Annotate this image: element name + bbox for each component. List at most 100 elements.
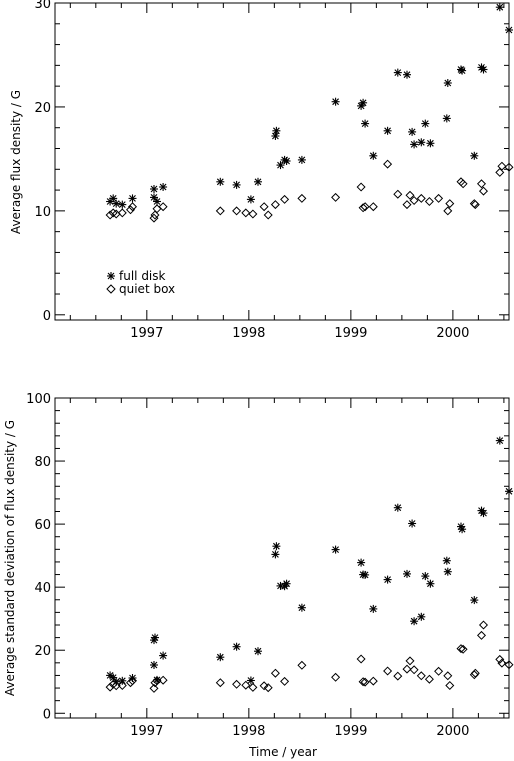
data-point-quiet-box: [356, 654, 366, 664]
x-axis-label-time: Time / year: [248, 745, 317, 759]
data-point-quiet-box: [358, 203, 368, 213]
data-point-full-disk: [479, 65, 488, 74]
data-point-quiet-box: [232, 679, 242, 689]
y-tick-label: 10: [34, 205, 51, 220]
data-point-quiet-box: [402, 664, 412, 674]
data-point-full-disk: [232, 642, 241, 651]
data-point-quiet-box: [149, 683, 159, 693]
data-point-quiet-box: [497, 658, 507, 668]
y-axis-ticks: 0 10 20 30: [34, 0, 509, 324]
series-quiet-box: [105, 620, 514, 693]
data-point-quiet-box: [495, 654, 505, 664]
data-point-quiet-box: [108, 208, 118, 218]
data-point-quiet-box: [424, 196, 434, 207]
data-point-full-disk: [505, 487, 513, 496]
legend-marker-full-disk: [107, 272, 115, 280]
data-point-full-disk: [151, 633, 159, 642]
data-point-quiet-box: [504, 660, 514, 670]
data-point-quiet-box: [368, 202, 378, 212]
data-point-quiet-box: [331, 192, 341, 202]
data-point-quiet-box: [125, 678, 136, 688]
data-point-full-disk: [297, 155, 306, 164]
data-point-full-disk: [216, 653, 225, 662]
data-point-full-disk: [458, 66, 467, 75]
series-full-disk: [106, 3, 513, 209]
data-point-full-disk: [443, 79, 452, 87]
data-point-quiet-box: [248, 682, 258, 692]
x-tick-label: 1999: [334, 326, 367, 341]
data-point-quiet-box: [117, 208, 127, 218]
data-point-full-disk: [403, 569, 411, 578]
y-tick-label: 40: [34, 581, 51, 596]
data-point-full-disk: [403, 70, 411, 79]
data-point-quiet-box: [356, 182, 366, 192]
data-point-quiet-box: [478, 620, 489, 630]
data-point-quiet-box: [495, 167, 505, 177]
data-point-quiet-box: [358, 677, 368, 687]
data-point-quiet-box: [150, 210, 160, 220]
data-point-full-disk: [331, 97, 340, 106]
y-tick-label: 60: [34, 518, 51, 533]
data-point-quiet-box: [158, 202, 168, 212]
data-point-full-disk: [393, 68, 402, 77]
flux-density-plot: 1997 1998 1999 2000 0 10 20 30 Average flux de…: [9, 0, 514, 341]
data-point-full-disk: [150, 185, 158, 193]
data-point-quiet-box: [297, 193, 307, 203]
data-point-full-disk: [426, 139, 435, 148]
y-axis-ticks: 0 20 40 60 80 100: [26, 392, 509, 722]
data-point-full-disk: [361, 119, 370, 128]
data-point-quiet-box: [393, 671, 403, 681]
legend-label-quiet-box: quiet box: [119, 282, 175, 296]
data-point-quiet-box: [158, 675, 168, 685]
data-point-quiet-box: [424, 674, 434, 684]
data-point-quiet-box: [241, 208, 251, 218]
data-point-full-disk: [246, 195, 255, 204]
data-point-full-disk: [254, 647, 262, 656]
data-point-quiet-box: [434, 666, 444, 676]
data-point-full-disk: [426, 579, 435, 588]
data-point-quiet-box: [409, 665, 419, 675]
data-point-quiet-box: [443, 671, 453, 681]
data-point-full-disk: [417, 612, 426, 621]
x-axis-ticks: 1997 1998 1999 2000: [69, 3, 505, 341]
data-point-full-disk: [408, 127, 417, 136]
data-point-quiet-box: [445, 199, 455, 209]
y-tick-label: 80: [34, 455, 51, 470]
data-point-full-disk: [442, 556, 451, 565]
data-point-quiet-box: [405, 656, 415, 666]
data-point-quiet-box: [405, 190, 415, 200]
x-tick-label: 2000: [436, 724, 469, 739]
data-point-quiet-box: [270, 668, 280, 678]
data-point-quiet-box: [360, 202, 370, 212]
x-tick-label: 1998: [232, 326, 265, 341]
x-tick-label: 1997: [130, 724, 163, 739]
legend-marker-quiet-box: [106, 284, 116, 294]
data-point-quiet-box: [504, 162, 514, 172]
y-tick-label: 0: [43, 309, 51, 324]
data-point-full-disk: [410, 617, 419, 626]
data-point-quiet-box: [445, 680, 455, 691]
data-point-quiet-box: [297, 660, 307, 670]
legend-label-full-disk: full disk: [119, 269, 166, 283]
data-point-quiet-box: [456, 644, 466, 654]
data-point-quiet-box: [416, 671, 426, 681]
data-point-quiet-box: [476, 179, 487, 189]
data-point-full-disk: [421, 572, 430, 581]
data-point-quiet-box: [383, 159, 393, 169]
data-point-full-disk: [118, 676, 127, 685]
data-point-quiet-box: [215, 206, 225, 216]
data-point-quiet-box: [127, 676, 138, 686]
data-point-full-disk: [479, 509, 488, 518]
data-point-full-disk: [410, 140, 419, 149]
data-point-full-disk: [357, 558, 366, 567]
data-point-full-disk: [331, 545, 340, 554]
data-points: [105, 3, 514, 223]
plot-frame-flux-density: [54, 2, 510, 321]
y-tick-label: 100: [26, 392, 51, 407]
data-point-full-disk: [271, 550, 280, 559]
data-point-quiet-box: [478, 186, 489, 196]
data-point-quiet-box: [360, 677, 370, 687]
data-point-quiet-box: [150, 678, 160, 688]
data-point-quiet-box: [248, 209, 258, 219]
